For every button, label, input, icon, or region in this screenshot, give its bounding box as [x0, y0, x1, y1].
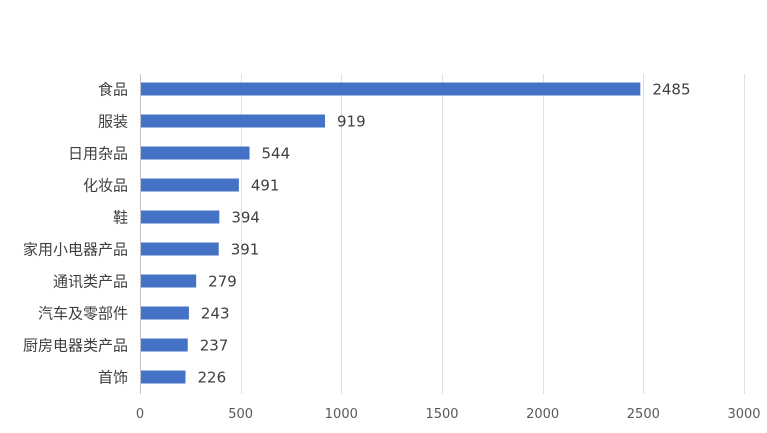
x-tick-label: 2500: [627, 407, 660, 422]
value-label: 226: [198, 369, 227, 387]
bar: [141, 210, 220, 224]
x-tick-label: 2000: [526, 407, 559, 422]
value-label: 394: [231, 209, 260, 227]
value-label: 544: [262, 145, 291, 163]
value-label: 279: [208, 273, 237, 291]
category-label: 通讯类产品: [53, 273, 128, 291]
x-tick-layer: 0 500 1000 1500 2000 2500 3000: [136, 407, 761, 422]
x-tick-label: 3000: [727, 407, 760, 422]
bar: [141, 146, 250, 160]
category-label: 家用小电器产品: [23, 241, 128, 259]
bar: [141, 370, 186, 384]
value-label: 919: [337, 113, 366, 131]
value-label: 491: [251, 177, 280, 195]
bar: [141, 82, 641, 96]
x-tick-label: 1000: [325, 407, 358, 422]
value-label: 243: [201, 305, 230, 323]
x-tick-label: 1500: [425, 407, 458, 422]
value-label-layer: 2485 919 544 491 394 391 279 243 237 226: [198, 81, 691, 387]
x-tick-label: 0: [136, 407, 144, 422]
grid-layer: [140, 74, 745, 394]
value-label: 391: [231, 241, 260, 259]
category-label: 服装: [98, 113, 128, 131]
bar: [141, 306, 189, 320]
value-label: 237: [200, 337, 229, 355]
value-label: 2485: [652, 81, 690, 99]
bar: [141, 242, 219, 256]
category-label: 首饰: [98, 369, 128, 387]
bar: [141, 114, 326, 128]
bar: [141, 178, 239, 192]
category-label: 日用杂品: [68, 145, 128, 163]
category-label: 厨房电器类产品: [23, 337, 128, 355]
category-label: 食品: [98, 81, 128, 99]
category-label: 化妆品: [83, 177, 128, 195]
category-label: 汽车及零部件: [38, 305, 128, 323]
x-tick-label: 500: [228, 407, 253, 422]
bar: [141, 338, 188, 352]
bar-layer: [141, 82, 641, 384]
category-label: 鞋: [113, 209, 128, 227]
bar: [141, 274, 197, 288]
